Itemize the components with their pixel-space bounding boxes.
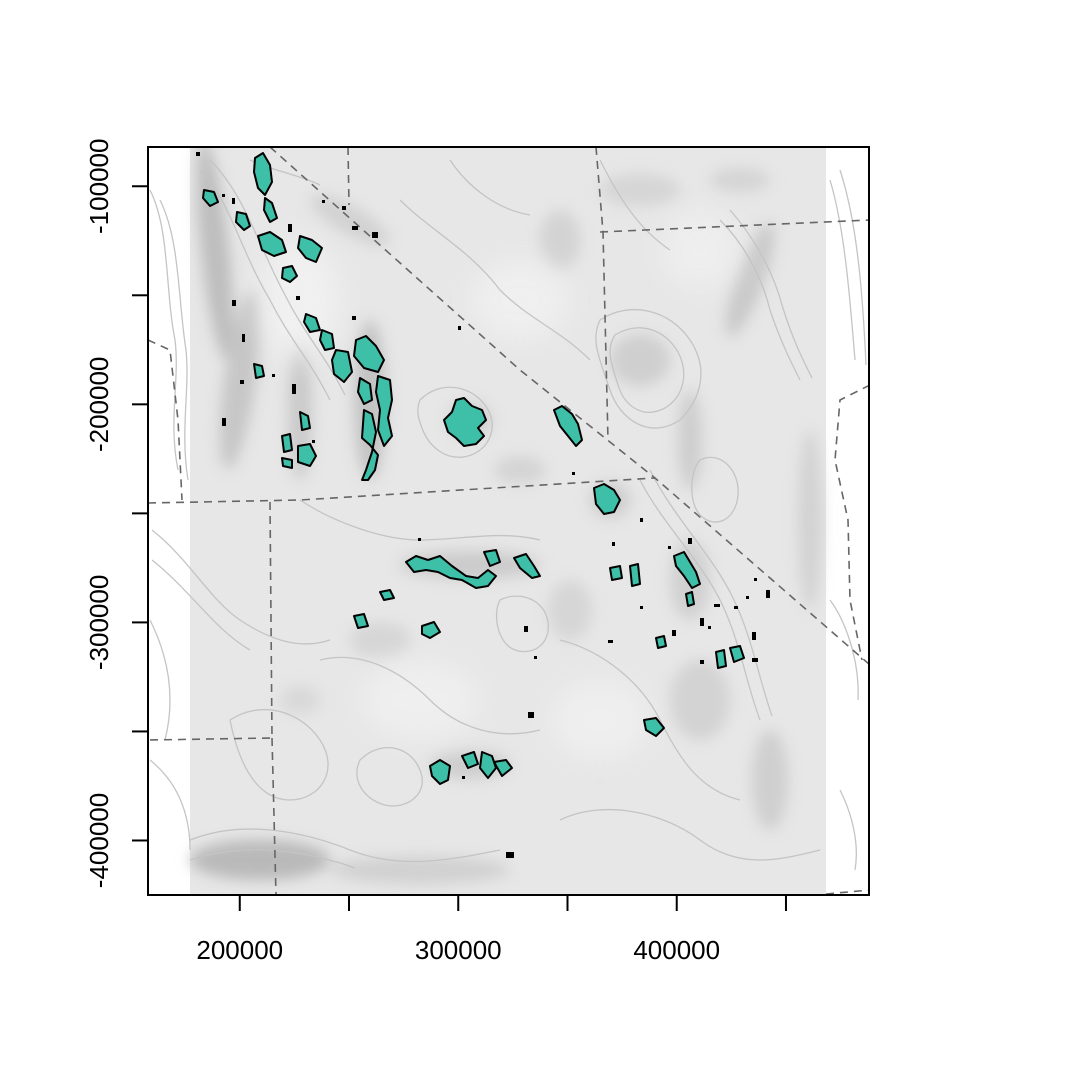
habitat-fragments — [196, 152, 770, 858]
habitat-polygon — [609, 565, 623, 581]
habitat-polygon — [421, 621, 441, 639]
habitat-polygon — [235, 211, 251, 231]
y-tick-label: -400000 — [84, 793, 114, 888]
habitat-polygon — [331, 349, 353, 383]
habitat-polygon — [429, 759, 451, 785]
habitat-polygon — [281, 433, 293, 453]
habitat-polygon — [299, 411, 311, 431]
habitat-polygon — [443, 397, 487, 447]
habitat-polygon — [263, 197, 278, 223]
habitat-polygon — [375, 375, 393, 447]
habitat-polygon — [281, 265, 298, 283]
habitat-polygon — [353, 613, 369, 629]
habitat-polygon — [253, 363, 265, 379]
habitat-polygon — [281, 457, 293, 469]
habitat-polygons — [202, 152, 745, 785]
y-tick-label: -100000 — [84, 139, 114, 234]
habitat-polygon — [353, 335, 385, 373]
habitat-polygon — [673, 551, 701, 589]
x-tick-label: 400000 — [633, 935, 720, 965]
habitat-polygon — [297, 235, 323, 263]
habitat-polygon — [257, 231, 287, 257]
habitat-polygon — [729, 645, 745, 663]
habitat-polygon — [715, 649, 727, 669]
contour-lines — [149, 159, 867, 871]
habitat-polygon — [303, 313, 321, 333]
habitat-polygon — [483, 549, 501, 567]
habitat-polygon — [479, 751, 497, 779]
habitat-polygon — [253, 152, 273, 196]
habitat-polygon — [202, 189, 219, 207]
habitat-polygon — [553, 405, 583, 447]
habitat-polygon — [319, 329, 335, 351]
habitat-polygon — [643, 717, 665, 737]
habitat-polygon — [593, 483, 621, 515]
habitat-polygon — [629, 563, 641, 587]
y-tick-label: -200000 — [84, 357, 114, 452]
habitat-polygon — [513, 553, 541, 579]
x-tick-label: 300000 — [415, 935, 502, 965]
habitat-polygon — [655, 635, 667, 649]
habitat-polygon — [357, 377, 373, 405]
x-tick-label: 200000 — [196, 935, 283, 965]
habitat-polygon — [685, 591, 695, 607]
x-axis: 200000 300000 400000 — [196, 895, 787, 965]
boundary-lines — [148, 147, 869, 895]
habitat-polygon — [297, 443, 317, 467]
plot-frame — [147, 146, 870, 896]
habitat-polygon — [461, 751, 479, 769]
habitat-polygon — [405, 555, 497, 589]
habitat-polygon — [493, 759, 513, 777]
habitat-polygon — [361, 409, 379, 481]
habitat-polygon — [379, 589, 395, 601]
y-axis: -100000 -200000 -300000 -400000 — [84, 139, 148, 888]
y-tick-label: -300000 — [84, 575, 114, 670]
